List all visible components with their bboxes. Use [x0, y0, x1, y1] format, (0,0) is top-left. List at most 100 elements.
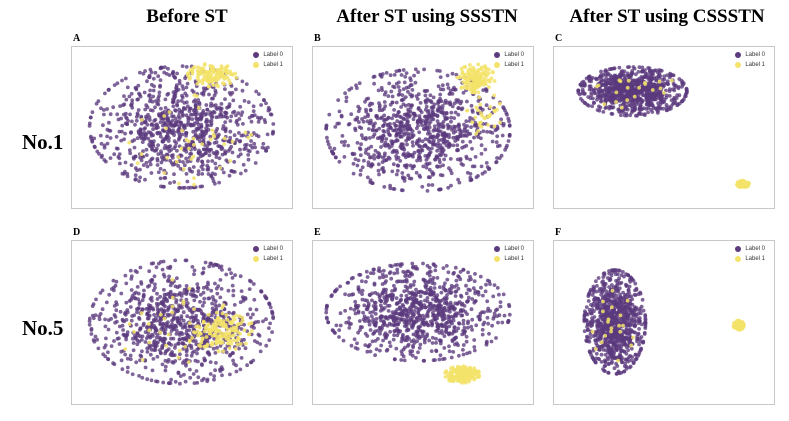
scatter-point [426, 109, 431, 113]
scatter-point [108, 129, 113, 133]
scatter-point [216, 349, 221, 354]
scatter-point [232, 328, 237, 333]
scatter-point [199, 331, 203, 336]
scatter-point [258, 349, 263, 354]
scatter-point [170, 360, 174, 364]
scatter-point [227, 173, 232, 178]
scatter-point [160, 139, 165, 144]
scatter-point [222, 82, 227, 86]
scatter-point [355, 163, 360, 168]
scatter-point [99, 106, 103, 111]
scatter-point [227, 310, 232, 315]
scatter-point [181, 112, 185, 117]
scatter-point [358, 273, 363, 277]
scatter-point [135, 97, 140, 102]
scatter-point [183, 379, 188, 384]
scatter-point [226, 149, 231, 153]
scatter-point [156, 170, 161, 175]
scatter-point [582, 83, 587, 88]
scatter-point [147, 328, 152, 333]
scatter-point [201, 290, 206, 295]
scatter-point [621, 102, 625, 107]
scatter-point [196, 77, 200, 82]
scatter-point [204, 119, 209, 124]
scatter-point [365, 175, 370, 180]
scatter-point [593, 91, 597, 96]
scatter-point [187, 106, 192, 111]
scatter-point [219, 331, 224, 336]
scatter-point [173, 323, 178, 328]
legend: Label 0 Label 1 [735, 50, 765, 70]
scatter-point [644, 107, 649, 111]
scatter-point [223, 126, 228, 131]
scatter-point [430, 183, 435, 187]
scatter-point [494, 160, 499, 164]
scatter-point [123, 160, 128, 165]
scatter-point [507, 133, 512, 137]
scatter-point [224, 71, 229, 75]
scatter-point [629, 91, 634, 95]
scatter-point [497, 156, 502, 160]
scatter-point [214, 155, 219, 159]
scatter-point [437, 129, 441, 134]
legend-entry: Label 1 [494, 60, 524, 70]
scatter-point [340, 134, 345, 138]
scatter-point [151, 76, 156, 81]
scatter-point [112, 83, 117, 87]
scatter-point [147, 93, 151, 98]
scatter-point [172, 123, 177, 128]
scatter-point [410, 140, 415, 145]
scatter-point [156, 152, 161, 156]
scatter-point [347, 88, 352, 92]
scatter-point [462, 122, 466, 127]
scatter-point [504, 145, 509, 150]
scatter-point [462, 325, 467, 330]
scatter-point [144, 153, 149, 157]
scatter-point [249, 321, 254, 326]
scatter-point [653, 68, 658, 73]
scatter-point [129, 277, 134, 281]
scatter-point [637, 76, 642, 81]
scatter-point [180, 341, 185, 346]
scatter-point [445, 123, 450, 127]
scatter-point [383, 144, 388, 148]
scatter-point [474, 323, 479, 328]
scatter-point [138, 129, 143, 134]
scatter-point [628, 103, 633, 107]
scatter-point [490, 70, 495, 74]
scatter-point [232, 317, 237, 322]
scatter-point [247, 332, 251, 337]
scatter-point [427, 287, 432, 292]
scatter-point [367, 127, 371, 131]
scatter-point [125, 174, 130, 179]
scatter-point [225, 115, 230, 120]
scatter-point [179, 153, 184, 158]
scatter-point [230, 139, 235, 144]
scatter-point [210, 313, 214, 318]
scatter-point [370, 298, 374, 303]
scatter-point [199, 66, 204, 71]
scatter-point [228, 159, 233, 163]
scatter-point [170, 131, 175, 136]
scatter-point [427, 167, 432, 172]
scatter-point [141, 149, 145, 154]
scatter-point [139, 121, 144, 126]
scatter-point [671, 87, 675, 92]
scatter-point [230, 150, 235, 155]
scatter-point [451, 135, 456, 140]
scatter-point [209, 174, 214, 179]
scatter-point [366, 319, 371, 324]
scatter-point [496, 320, 500, 325]
scatter-point [161, 184, 165, 189]
scatter-point [416, 107, 421, 111]
scatter-point [419, 110, 424, 115]
legend: Label 0 Label 1 [494, 50, 524, 70]
scatter-point [121, 328, 125, 332]
scatter-point [456, 112, 461, 117]
scatter-point [148, 67, 153, 72]
scatter-point [112, 152, 117, 157]
scatter-point [407, 296, 411, 301]
scatter-point [605, 89, 610, 93]
scatter-point [252, 297, 257, 302]
scatter-point [667, 75, 672, 80]
